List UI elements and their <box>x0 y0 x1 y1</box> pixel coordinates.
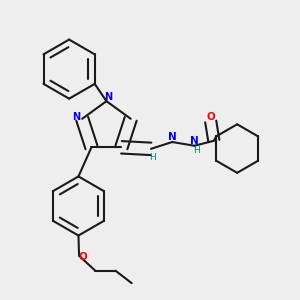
Text: N: N <box>73 112 81 122</box>
Text: O: O <box>206 112 215 122</box>
Text: N: N <box>104 92 112 102</box>
Text: O: O <box>79 252 88 262</box>
Text: N: N <box>190 136 199 146</box>
Text: H: H <box>149 153 156 162</box>
Text: N: N <box>168 132 176 142</box>
Text: H: H <box>193 146 200 155</box>
